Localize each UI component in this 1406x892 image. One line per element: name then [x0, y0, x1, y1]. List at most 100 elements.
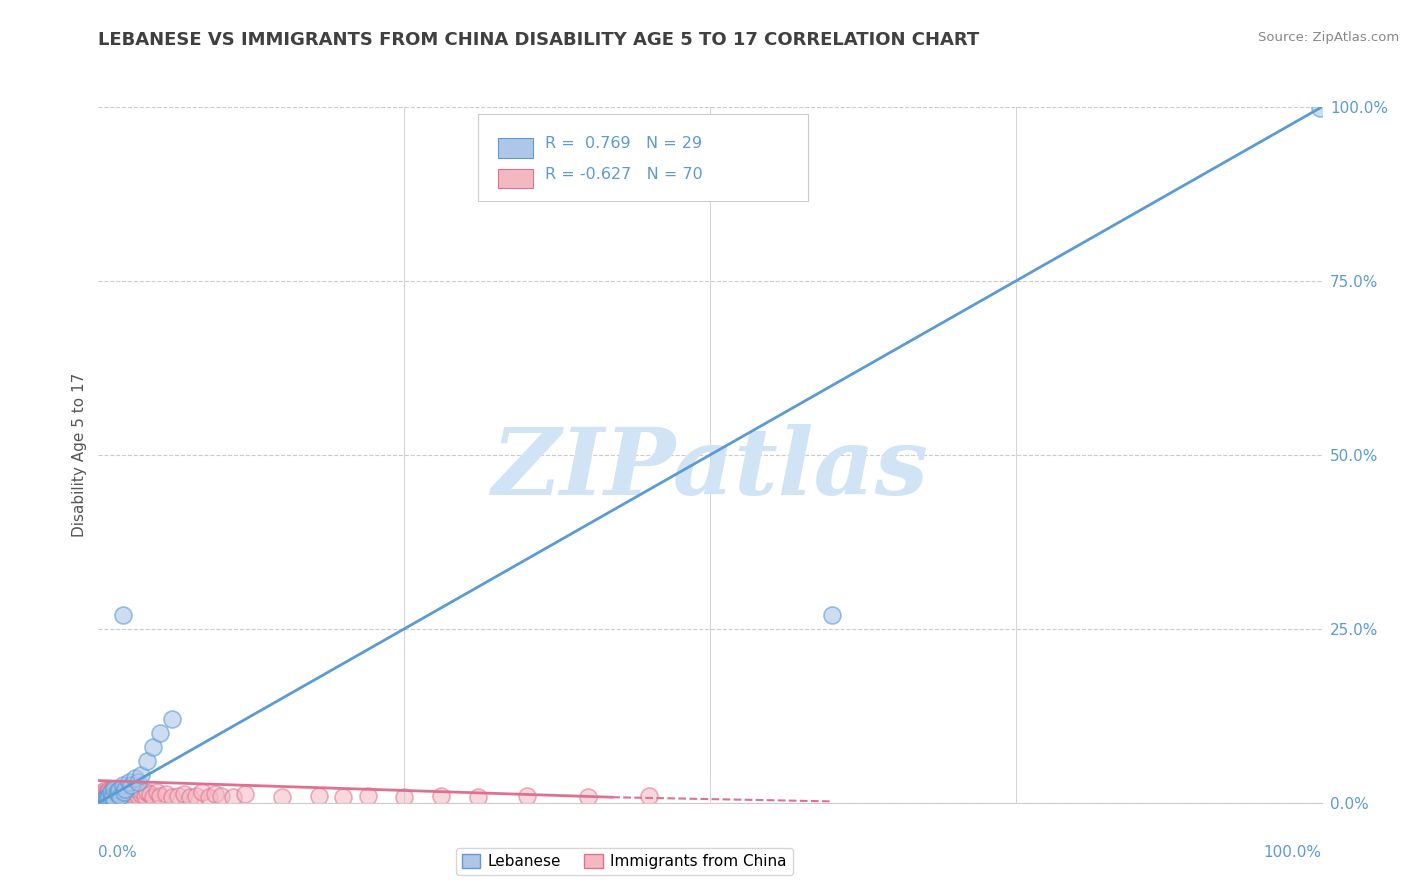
Point [97, 790, 120, 805]
Point [430, 789, 453, 803]
Text: Source: ZipAtlas.com: Source: ZipAtlas.com [1258, 31, 1399, 45]
Point [332, 790, 354, 805]
Point [91, 788, 114, 802]
Point [91, 785, 114, 799]
Point [392, 790, 416, 805]
Point [101, 789, 124, 803]
Point [127, 775, 149, 789]
Text: R = -0.627   N = 70: R = -0.627 N = 70 [546, 167, 703, 182]
Text: R =  0.769   N = 29: R = 0.769 N = 29 [546, 136, 702, 152]
Point [129, 788, 152, 802]
Text: LEBANESE VS IMMIGRANTS FROM CHINA DISABILITY AGE 5 TO 17 CORRELATION CHART: LEBANESE VS IMMIGRANTS FROM CHINA DISABI… [98, 31, 980, 49]
Point [96, 787, 118, 801]
Point [93, 792, 115, 806]
Point [139, 788, 162, 802]
Point [515, 789, 537, 803]
Point [100, 788, 122, 802]
Text: 0.0%: 0.0% [98, 845, 138, 860]
Point [105, 785, 128, 799]
Point [97, 789, 120, 803]
Point [107, 788, 129, 802]
Point [108, 788, 131, 802]
Point [821, 607, 844, 622]
Point [127, 789, 149, 803]
Point [467, 790, 489, 805]
Point [1309, 101, 1331, 115]
Point [118, 783, 141, 797]
Text: 100.0%: 100.0% [1264, 845, 1322, 860]
Point [124, 772, 146, 786]
Point [103, 781, 125, 796]
Point [97, 785, 120, 799]
Point [93, 783, 115, 797]
Point [104, 788, 127, 802]
Point [103, 785, 125, 799]
Point [101, 790, 124, 805]
Point [98, 783, 121, 797]
Point [115, 785, 138, 799]
Point [146, 785, 169, 799]
Point [142, 740, 165, 755]
Point [100, 790, 122, 805]
Point [197, 790, 219, 805]
Point [111, 781, 134, 796]
Point [136, 754, 159, 768]
Point [209, 789, 232, 803]
Point [101, 789, 124, 803]
Point [167, 789, 190, 803]
Point [149, 789, 172, 803]
Point [356, 789, 378, 803]
Point [94, 789, 117, 803]
FancyBboxPatch shape [478, 114, 808, 201]
Point [173, 788, 195, 802]
Point [179, 790, 201, 805]
Point [105, 790, 128, 805]
Point [160, 712, 183, 726]
Point [94, 785, 117, 799]
Point [110, 789, 132, 803]
Point [100, 785, 122, 799]
Point [308, 789, 330, 803]
FancyBboxPatch shape [498, 138, 533, 158]
Point [191, 785, 214, 799]
Point [134, 789, 156, 803]
Point [121, 785, 143, 799]
Point [124, 790, 146, 805]
Point [101, 783, 124, 797]
Point [98, 788, 121, 802]
Point [114, 781, 136, 796]
Point [120, 788, 142, 802]
Point [107, 789, 129, 803]
Point [160, 790, 183, 805]
Point [111, 789, 134, 803]
Point [100, 785, 122, 799]
Point [129, 783, 152, 797]
Y-axis label: Disability Age 5 to 17: Disability Age 5 to 17 [72, 373, 87, 537]
Point [270, 790, 294, 805]
Point [142, 790, 165, 805]
Point [111, 778, 134, 792]
FancyBboxPatch shape [498, 169, 533, 188]
Point [204, 788, 226, 802]
Point [111, 790, 134, 805]
Point [149, 726, 172, 740]
Point [108, 783, 131, 797]
Point [118, 789, 141, 803]
Legend: Lebanese, Immigrants from China: Lebanese, Immigrants from China [456, 848, 793, 875]
Point [114, 788, 136, 802]
Point [120, 778, 142, 792]
Point [110, 785, 132, 799]
Point [112, 785, 135, 799]
Point [94, 791, 117, 805]
Point [118, 775, 141, 789]
Point [155, 788, 177, 802]
Point [233, 788, 256, 802]
Point [96, 790, 118, 805]
Point [129, 768, 152, 782]
Point [222, 790, 245, 805]
Point [96, 791, 118, 805]
Point [186, 789, 208, 803]
Point [111, 607, 134, 622]
Point [93, 790, 115, 805]
Point [136, 785, 159, 799]
